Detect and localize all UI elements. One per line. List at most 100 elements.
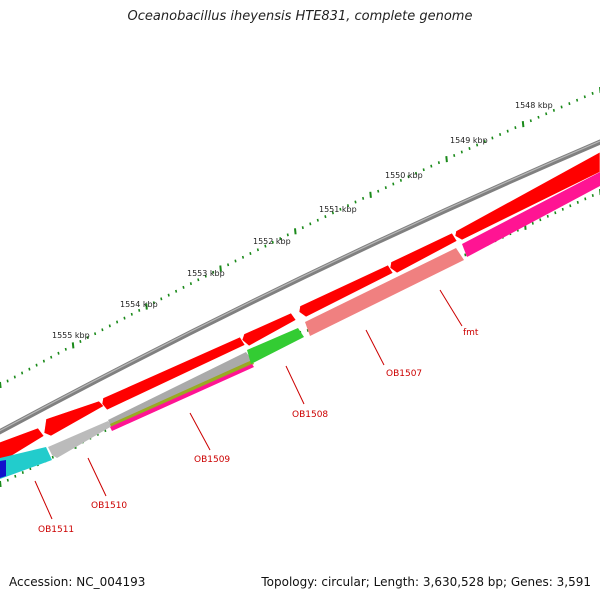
minor-tick: [212, 270, 215, 274]
minor-tick: [430, 164, 433, 168]
minor-tick: [464, 253, 467, 257]
minor-tick: [537, 115, 540, 119]
minor-tick: [583, 95, 586, 99]
forward-cds-track: [0, 151, 600, 464]
gene-label-ob1511[interactable]: OB1511: [38, 525, 74, 535]
minor-tick: [301, 226, 304, 230]
minor-tick: [399, 178, 402, 182]
minor-tick: [377, 189, 380, 193]
cds-feature[interactable]: [0, 427, 45, 464]
leader-line: [439, 289, 463, 327]
cds-feature[interactable]: [101, 336, 246, 411]
minor-tick: [94, 332, 97, 336]
label-leaders: [34, 289, 463, 520]
cds-feature[interactable]: [298, 264, 394, 318]
minor-tick: [539, 218, 542, 222]
minor-tick: [167, 293, 170, 297]
minor-tick: [514, 126, 517, 130]
scale-label: 1550 kbp: [385, 171, 423, 180]
minor-tick: [286, 233, 289, 237]
major-tick: [521, 121, 525, 128]
minor-tick: [175, 289, 178, 293]
scale-label: 1552 kbp: [253, 237, 291, 246]
cds-feature[interactable]: [0, 460, 6, 478]
scale-label: 1553 kbp: [187, 269, 225, 278]
gene-label-ob1508[interactable]: OB1508: [292, 410, 328, 420]
minor-tick: [384, 186, 387, 190]
minor-tick: [569, 204, 572, 208]
minor-tick: [422, 168, 425, 172]
minor-tick: [42, 359, 45, 363]
minor-tick: [576, 200, 579, 204]
minor-tick: [468, 147, 471, 150]
minor-tick: [123, 316, 126, 320]
minor-tick: [554, 211, 557, 215]
minor-tick: [249, 252, 252, 255]
major-tick: [145, 303, 148, 310]
minor-tick: [6, 379, 9, 383]
genome-backbone-highlight: [0, 140, 600, 432]
cds-feature[interactable]: [454, 151, 600, 241]
cds-feature[interactable]: [0, 447, 52, 479]
minor-tick: [234, 259, 237, 263]
cds-feature[interactable]: [389, 232, 458, 274]
minor-tick: [182, 285, 185, 289]
minor-tick: [415, 171, 418, 175]
scale-label: 1548 kbp: [515, 101, 553, 110]
minor-tick: [116, 320, 119, 324]
minor-tick: [279, 237, 282, 241]
gene-label-ob1510[interactable]: OB1510: [91, 501, 127, 511]
minor-tick: [339, 207, 342, 211]
major-tick: [71, 342, 75, 349]
cds-feature[interactable]: [241, 312, 297, 347]
minor-tick: [531, 221, 534, 225]
cds-feature[interactable]: [305, 248, 464, 336]
minor-tick: [483, 140, 486, 143]
scale-label: 1555 kbp: [52, 331, 90, 340]
minor-tick: [204, 274, 207, 278]
cds-feature[interactable]: [48, 421, 112, 458]
minor-tick: [264, 244, 267, 248]
minor-tick: [6, 478, 9, 482]
cds-feature[interactable]: [462, 172, 600, 257]
major-tick: [445, 156, 448, 163]
minor-tick: [14, 474, 17, 478]
reverse-cds-track: [0, 172, 600, 479]
scale-labels: 1548 kbp 1549 kbp 1550 kbp 1551 kbp 1552…: [52, 101, 553, 340]
leader-line: [34, 480, 53, 520]
cds-feature[interactable]: [247, 328, 304, 364]
minor-tick: [160, 297, 163, 301]
topology-text: Topology: circular; Length: 3,630,528 bp…: [261, 575, 591, 589]
major-tick: [0, 480, 2, 488]
minor-tick: [324, 215, 327, 219]
minor-tick: [392, 182, 395, 186]
gene-label-fmt[interactable]: fmt: [463, 328, 479, 338]
major-tick: [294, 228, 297, 235]
minor-tick: [306, 328, 309, 332]
cds-feature[interactable]: [110, 364, 254, 431]
minor-tick: [57, 351, 60, 355]
minor-tick: [51, 455, 54, 459]
minor-tick: [64, 347, 67, 351]
gene-label-ob1507[interactable]: OB1507: [386, 369, 422, 379]
minor-tick: [499, 133, 502, 136]
scale-label: 1554 kbp: [120, 300, 158, 309]
minor-tick: [130, 312, 133, 316]
minor-tick: [437, 161, 440, 165]
minor-tick: [13, 375, 16, 379]
leader-line: [87, 457, 107, 497]
minor-tick: [460, 150, 463, 154]
minor-tick: [101, 328, 104, 332]
minor-tick: [86, 336, 89, 340]
minor-tick: [561, 207, 564, 211]
minor-tick: [346, 204, 350, 208]
gene-label-ob1509[interactable]: OB1509: [194, 455, 230, 465]
minor-tick: [545, 112, 548, 116]
minor-tick: [79, 340, 82, 343]
leader-line: [189, 412, 211, 451]
cds-feature[interactable]: [43, 400, 105, 437]
minor-tick: [362, 196, 365, 200]
major-tick: [369, 191, 372, 198]
minor-tick: [560, 105, 563, 109]
minor-tick: [407, 175, 410, 179]
